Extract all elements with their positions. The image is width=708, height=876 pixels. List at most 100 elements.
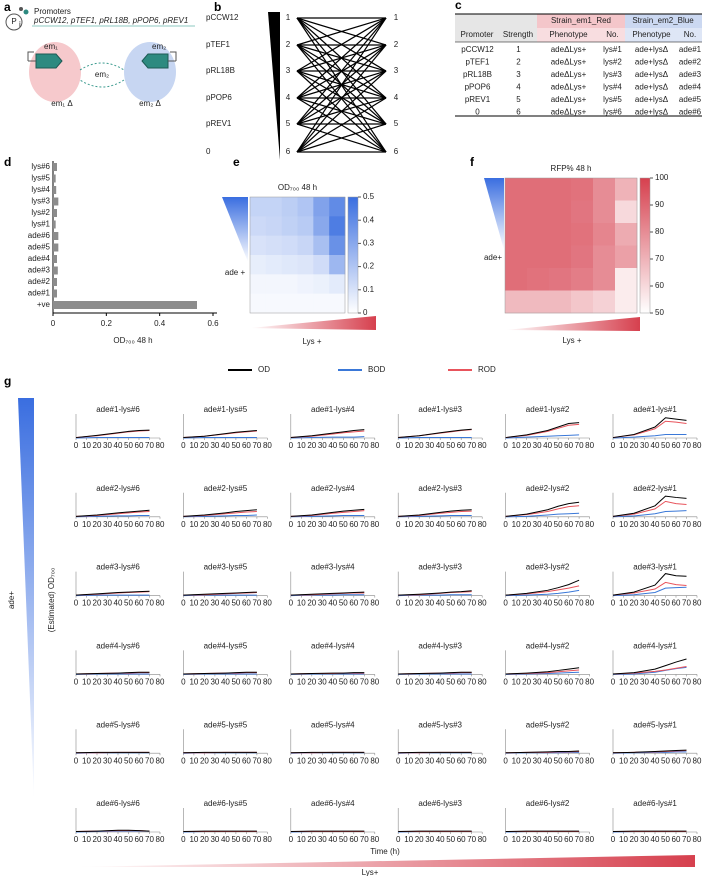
heat-cell — [281, 197, 298, 217]
x-axis-label: Time (h) — [370, 847, 400, 856]
x-tick-label: 0.2 — [101, 319, 113, 328]
heat-cell — [549, 223, 572, 246]
x-tick-label: 0 — [181, 441, 186, 450]
subplot-title: ade#3-lys#2 — [526, 563, 570, 572]
x-tick-label: 50 — [446, 756, 455, 765]
bar — [53, 186, 57, 194]
x-tick-label: 50 — [231, 520, 240, 529]
x-tick-label: 40 — [221, 599, 230, 608]
x-tick-label: 40 — [221, 520, 230, 529]
heat-cell — [549, 268, 572, 291]
x-tick-label: 70 — [252, 441, 261, 450]
x-tick-label: 70 — [682, 520, 691, 529]
connection — [296, 70, 387, 153]
x-tick-label: 80 — [370, 441, 379, 450]
x-tick-label: 10 — [189, 520, 198, 529]
subplot-title: ade#2-lys#6 — [96, 484, 140, 493]
bar — [53, 266, 58, 275]
x-tick-label: 0.6 — [207, 319, 219, 328]
connection — [296, 123, 387, 153]
x-tick-label: 20 — [307, 756, 316, 765]
subplot-title: ade#5-lys#5 — [204, 720, 248, 729]
heat-cell — [329, 197, 346, 217]
y-tick-label: ade#2 — [28, 277, 51, 286]
x-tick-label: 50 — [231, 835, 240, 844]
table-cell: lys#2 — [603, 58, 622, 67]
x-tick-label: 70 — [467, 678, 476, 687]
x-tick-label: 20 — [522, 756, 531, 765]
x-tick-label: 40 — [543, 520, 552, 529]
subplot-title: ade#2-lys#2 — [526, 484, 570, 493]
x-tick-label: 0 — [611, 520, 616, 529]
x-tick-label: 40 — [328, 756, 337, 765]
table-cell: 5 — [516, 95, 521, 104]
promoter-arrow — [168, 51, 177, 62]
x-tick-label: 30 — [533, 756, 542, 765]
panel-label: f — [470, 155, 475, 169]
x-tick-label: 0 — [503, 441, 508, 450]
table-cell: 4 — [516, 83, 521, 92]
x-tick-label: 0 — [181, 599, 186, 608]
x-tick-label: 50 — [124, 756, 133, 765]
x-tick-label: 70 — [575, 520, 584, 529]
x-tick-label: 60 — [242, 756, 251, 765]
x-tick-label: 30 — [318, 835, 327, 844]
x-tick-label: 60 — [672, 441, 681, 450]
series-line — [398, 671, 472, 675]
table-cell: ade+lysΔ — [635, 108, 669, 117]
table-cell: pPOP6 — [465, 83, 491, 92]
subplot-title: ade#4-lys#5 — [204, 642, 248, 651]
heatmap-row-label: ade + — [225, 268, 246, 277]
x-tick-label: 40 — [114, 441, 123, 450]
x-tick-label: 40 — [651, 599, 660, 608]
x-tick-label: 50 — [661, 756, 670, 765]
x-tick-label: 60 — [564, 756, 573, 765]
x-tick-label: 0 — [396, 599, 401, 608]
heat-cell — [297, 197, 314, 217]
table-cell: ade#1 — [679, 45, 702, 54]
table-cell: lys#4 — [603, 83, 622, 92]
dot — [19, 7, 23, 11]
x-tick-label: 0 — [74, 599, 79, 608]
subplot-title: ade#6-lys#1 — [633, 799, 677, 808]
table-cell: pREV1 — [465, 95, 491, 104]
x-tick-label: 10 — [82, 599, 91, 608]
x-tick-label: 30 — [425, 835, 434, 844]
table-cell: adeΔLys+ — [551, 83, 587, 92]
series-line — [398, 590, 472, 596]
x-tick-label: 30 — [103, 599, 112, 608]
y-tick-label: ade#4 — [28, 254, 51, 263]
legend-label: OD — [258, 365, 270, 374]
x-tick-label: 60 — [349, 835, 358, 844]
x-tick-label: 50 — [446, 835, 455, 844]
x-tick-label: 20 — [522, 520, 531, 529]
x-tick-label: 20 — [200, 835, 209, 844]
panel-label: b — [214, 0, 221, 14]
x-tick-label: 70 — [145, 599, 154, 608]
table-cell: adeΔLys+ — [551, 108, 587, 117]
series-line — [505, 589, 580, 597]
x-tick-label: 10 — [82, 835, 91, 844]
heatmap-title: OD₇₀₀ 48 h — [278, 183, 317, 192]
x-tick-label: 80 — [585, 678, 594, 687]
connection — [296, 17, 387, 153]
bar — [53, 278, 57, 286]
heat-cell — [313, 235, 330, 256]
x-tick-label: 30 — [425, 520, 434, 529]
strength-red: 6 — [286, 147, 291, 156]
x-tick-label: 80 — [478, 678, 487, 687]
y-tick-label: lys#1 — [31, 220, 50, 229]
y-tick-label: +ve — [37, 300, 51, 309]
x-tick-label: 20 — [93, 599, 102, 608]
x-tick-label: 20 — [630, 599, 639, 608]
promoter-name: pCCW12 — [206, 13, 239, 22]
x-tick-label: 40 — [328, 835, 337, 844]
y-tick-label: lys#6 — [31, 162, 50, 171]
x-tick-label: 30 — [640, 835, 649, 844]
x-tick-label: 50 — [339, 756, 348, 765]
x-tick-label: 60 — [349, 520, 358, 529]
series-line — [183, 509, 257, 517]
x-tick-label: 30 — [533, 520, 542, 529]
x-tick-label: 40 — [436, 756, 445, 765]
